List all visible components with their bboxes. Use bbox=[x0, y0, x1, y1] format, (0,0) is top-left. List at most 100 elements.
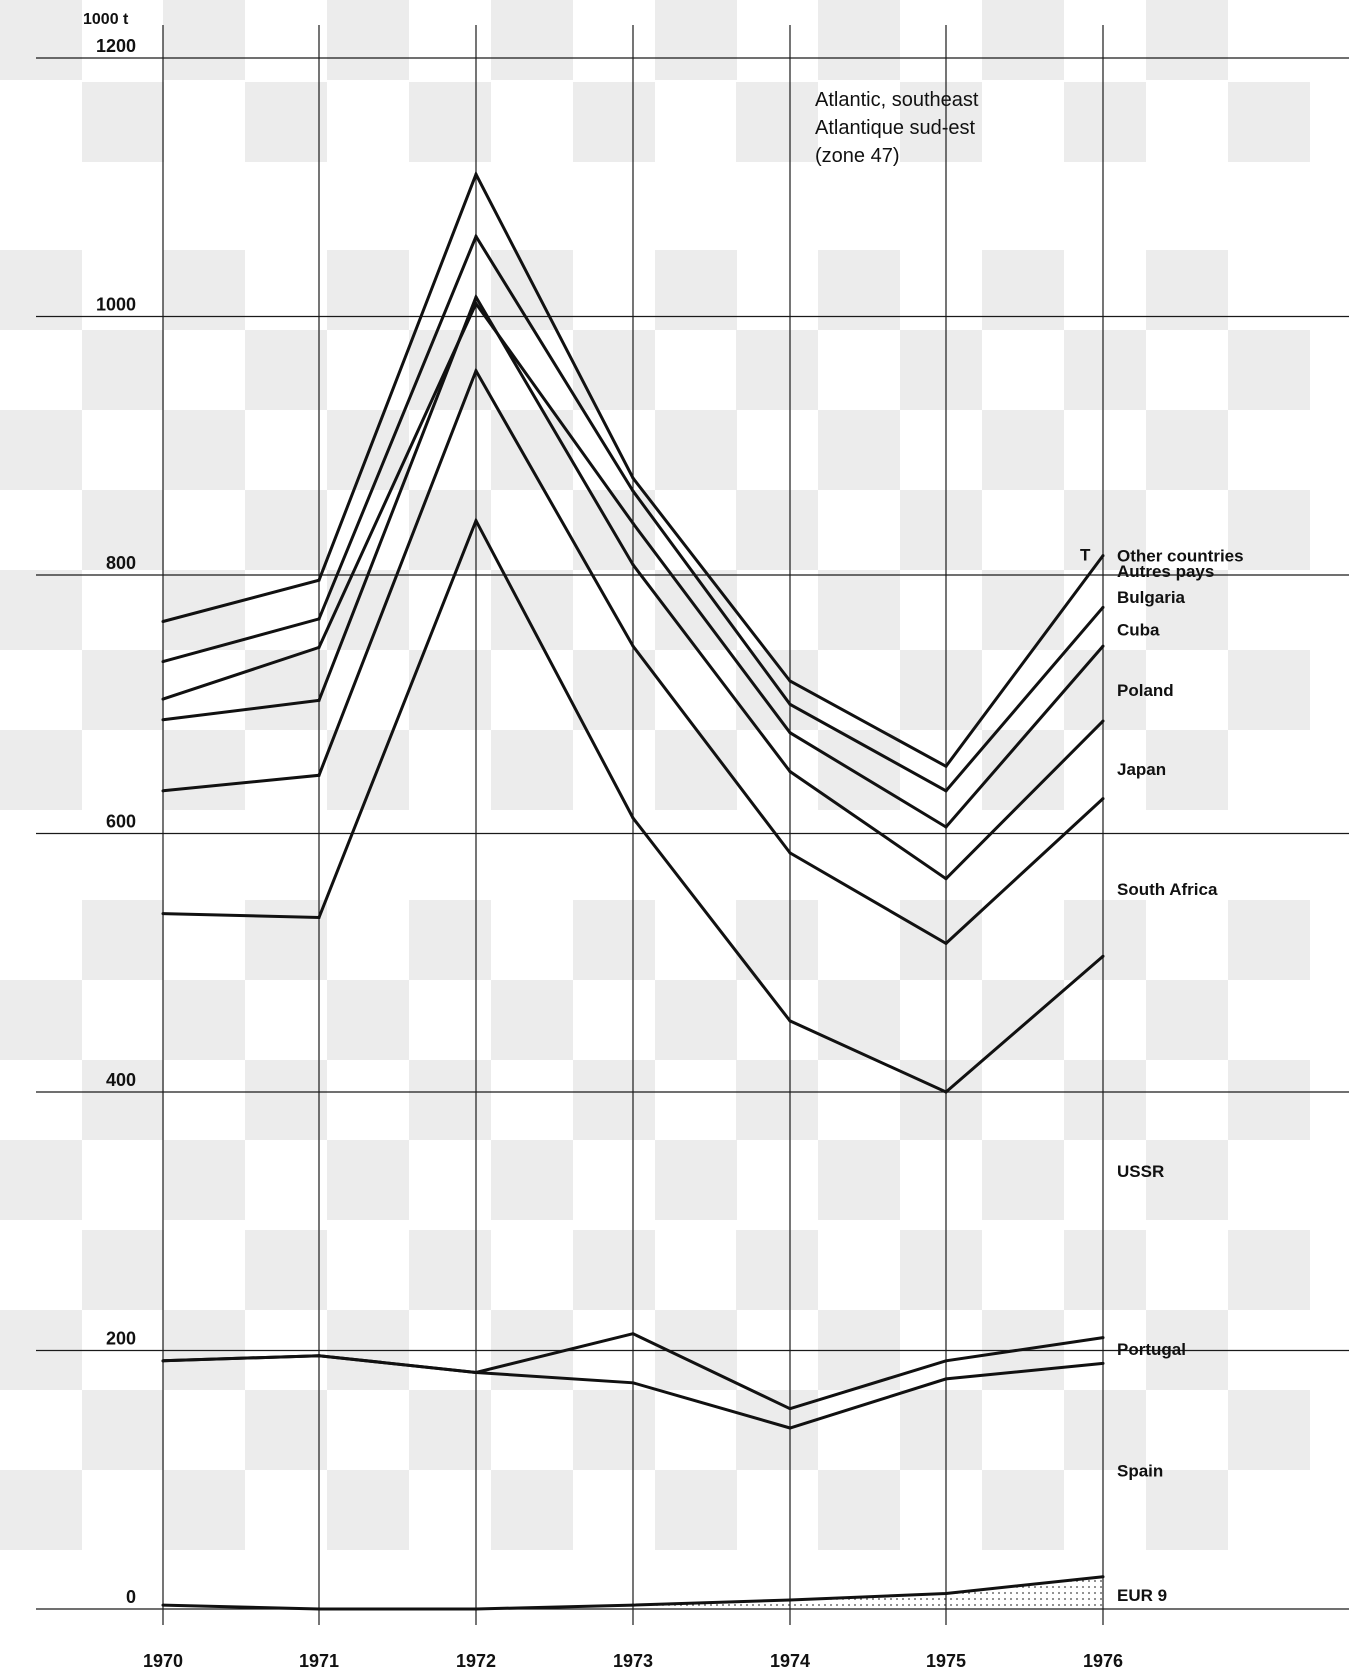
bg-tile bbox=[655, 980, 737, 1060]
data-point bbox=[474, 172, 478, 176]
x-tick-label: 1976 bbox=[1083, 1651, 1123, 1671]
y-unit-label: 1000 t bbox=[83, 11, 129, 28]
data-point bbox=[631, 644, 635, 648]
bg-tile bbox=[1064, 1230, 1146, 1310]
data-point bbox=[944, 764, 948, 768]
data-point bbox=[474, 295, 478, 299]
legend-label: Poland bbox=[1117, 681, 1174, 700]
data-point bbox=[161, 620, 165, 624]
bg-tile bbox=[1064, 1060, 1146, 1140]
title-line: Atlantic, southeast bbox=[815, 89, 979, 111]
bg-tile bbox=[655, 1470, 737, 1550]
bg-tile bbox=[1146, 410, 1228, 490]
legend-label: South Africa bbox=[1117, 880, 1218, 899]
bg-tile bbox=[82, 82, 164, 162]
legend-label: Bulgaria bbox=[1117, 588, 1186, 607]
data-point bbox=[631, 476, 635, 480]
series-lines bbox=[161, 170, 1105, 1611]
data-point bbox=[161, 912, 165, 916]
bg-tile bbox=[1146, 1140, 1228, 1220]
bg-tile bbox=[0, 410, 82, 490]
y-tick-label: 400 bbox=[106, 1070, 136, 1090]
bg-tile bbox=[982, 250, 1064, 330]
bg-tile bbox=[82, 490, 164, 570]
y-tick-label: 1000 bbox=[96, 295, 136, 315]
data-point bbox=[631, 1603, 635, 1607]
bg-tile bbox=[573, 330, 655, 410]
bg-tile bbox=[655, 0, 737, 80]
data-point bbox=[317, 698, 321, 702]
bg-tile bbox=[1228, 1390, 1310, 1470]
bg-tile bbox=[1228, 330, 1310, 410]
bg-tile bbox=[163, 980, 245, 1060]
data-point bbox=[474, 1607, 478, 1611]
x-tick-label: 1974 bbox=[770, 1651, 810, 1671]
bg-tile bbox=[245, 490, 327, 570]
bg-tile bbox=[163, 730, 245, 810]
bg-tile bbox=[82, 1230, 164, 1310]
bg-tile bbox=[982, 410, 1064, 490]
title-line: (zone 47) bbox=[815, 145, 900, 167]
bg-tile bbox=[491, 250, 573, 330]
bg-tile bbox=[1228, 650, 1310, 730]
data-point bbox=[474, 369, 478, 373]
bg-tile bbox=[900, 330, 982, 410]
bg-tile bbox=[491, 1470, 573, 1550]
data-point bbox=[944, 877, 948, 881]
bg-tile bbox=[409, 900, 491, 980]
bg-tile bbox=[900, 650, 982, 730]
legend-label: Japan bbox=[1117, 760, 1166, 779]
bg-tile bbox=[655, 250, 737, 330]
bg-tile bbox=[1146, 250, 1228, 330]
bg-tile bbox=[409, 82, 491, 162]
bg-tile bbox=[82, 650, 164, 730]
data-point bbox=[1101, 554, 1105, 558]
bg-tile bbox=[900, 490, 982, 570]
bg-tile bbox=[327, 0, 409, 80]
data-point bbox=[1101, 1336, 1105, 1340]
bg-tile bbox=[1064, 900, 1146, 980]
bg-tile bbox=[1146, 980, 1228, 1060]
background-texture bbox=[0, 0, 1310, 1550]
data-point bbox=[474, 234, 478, 238]
y-tick-label: 800 bbox=[106, 553, 136, 573]
data-point bbox=[944, 789, 948, 793]
bg-tile bbox=[818, 980, 900, 1060]
bg-tile bbox=[982, 570, 1064, 650]
bg-tile bbox=[409, 1230, 491, 1310]
bg-tile bbox=[0, 730, 82, 810]
bg-tile bbox=[1228, 490, 1310, 570]
data-point bbox=[944, 941, 948, 945]
bg-tile bbox=[573, 650, 655, 730]
bg-tile bbox=[82, 1060, 164, 1140]
x-tick-label: 1972 bbox=[456, 1651, 496, 1671]
y-tick-label: 600 bbox=[106, 812, 136, 832]
bg-tile bbox=[900, 82, 982, 162]
bg-tile bbox=[0, 1470, 82, 1550]
bg-tile bbox=[1064, 1390, 1146, 1470]
data-point bbox=[788, 702, 792, 706]
bg-tile bbox=[1064, 650, 1146, 730]
bg-tile bbox=[245, 900, 327, 980]
data-point bbox=[631, 1381, 635, 1385]
data-point bbox=[1101, 1575, 1105, 1579]
data-point bbox=[474, 1370, 478, 1374]
bg-tile bbox=[818, 250, 900, 330]
bg-tile bbox=[327, 980, 409, 1060]
data-point bbox=[631, 1332, 635, 1336]
bg-tile bbox=[982, 0, 1064, 80]
bg-tile bbox=[655, 410, 737, 490]
bg-tile bbox=[655, 1140, 737, 1220]
data-point bbox=[944, 1090, 948, 1094]
bg-tile bbox=[491, 730, 573, 810]
data-point bbox=[161, 718, 165, 722]
legend-label: EUR 9 bbox=[1117, 1586, 1167, 1605]
bg-tile bbox=[982, 1140, 1064, 1220]
data-point bbox=[1101, 954, 1105, 958]
data-point bbox=[788, 851, 792, 855]
data-point bbox=[1101, 1361, 1105, 1365]
bg-tile bbox=[327, 1470, 409, 1550]
data-point bbox=[944, 1359, 948, 1363]
bg-tile bbox=[1146, 0, 1228, 80]
